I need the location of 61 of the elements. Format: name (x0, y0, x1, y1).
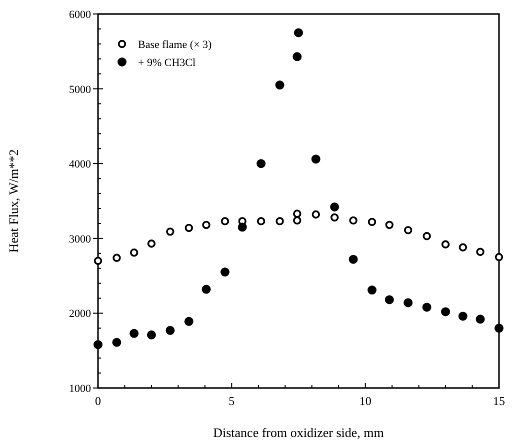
point (112, 338, 122, 347)
point (293, 216, 302, 225)
point (458, 243, 468, 252)
point (494, 253, 504, 262)
point (330, 202, 340, 212)
point (441, 307, 450, 316)
point (202, 284, 211, 294)
point (147, 240, 156, 248)
point (368, 218, 376, 226)
point (130, 248, 138, 257)
x-tick-label: 0 (95, 394, 101, 408)
point (256, 217, 266, 226)
point (112, 254, 121, 262)
y-tick-label: 5000 (69, 84, 92, 96)
point (312, 210, 320, 219)
point (220, 217, 230, 226)
point (184, 224, 193, 232)
point (385, 220, 394, 230)
point (202, 220, 210, 230)
point (404, 298, 413, 308)
point (349, 216, 358, 225)
y-tick-label: 6000 (69, 9, 92, 21)
point (146, 330, 156, 340)
point (476, 248, 484, 256)
y-tick-label: 2000 (69, 308, 92, 320)
x-tick-label: 10 (359, 394, 372, 408)
point (292, 52, 302, 62)
point (256, 159, 266, 168)
point (184, 316, 194, 326)
point (166, 228, 174, 236)
point (348, 254, 358, 264)
point (330, 213, 339, 222)
point (166, 326, 175, 335)
y-tick-label: 3000 (69, 233, 92, 246)
point (458, 312, 468, 321)
point (422, 302, 432, 312)
y-tick-label: 1000 (69, 383, 92, 395)
point (293, 210, 302, 218)
point (94, 340, 102, 350)
point (220, 268, 230, 277)
point (294, 28, 303, 38)
point (275, 80, 284, 90)
y-tick-label: 4000 (69, 158, 92, 171)
point (238, 222, 247, 232)
point (276, 217, 284, 226)
x-tick-label: 15 (493, 394, 505, 408)
point (311, 154, 320, 164)
point (494, 324, 504, 333)
point (130, 328, 139, 338)
x-tick-label: 5 (228, 394, 235, 408)
point (368, 286, 377, 295)
legend-label: + 9% CH3Cl (138, 57, 196, 69)
point (384, 295, 394, 304)
point (422, 232, 431, 240)
point (476, 314, 485, 324)
point (441, 240, 450, 248)
y-axis-title: Heat Flux, W/m**2 (6, 149, 21, 253)
x-axis-title: Distance from oxidizer side, mm (213, 425, 384, 440)
point (94, 256, 102, 265)
legend-label: Base flame (× 3) (138, 39, 212, 51)
point (404, 226, 412, 234)
